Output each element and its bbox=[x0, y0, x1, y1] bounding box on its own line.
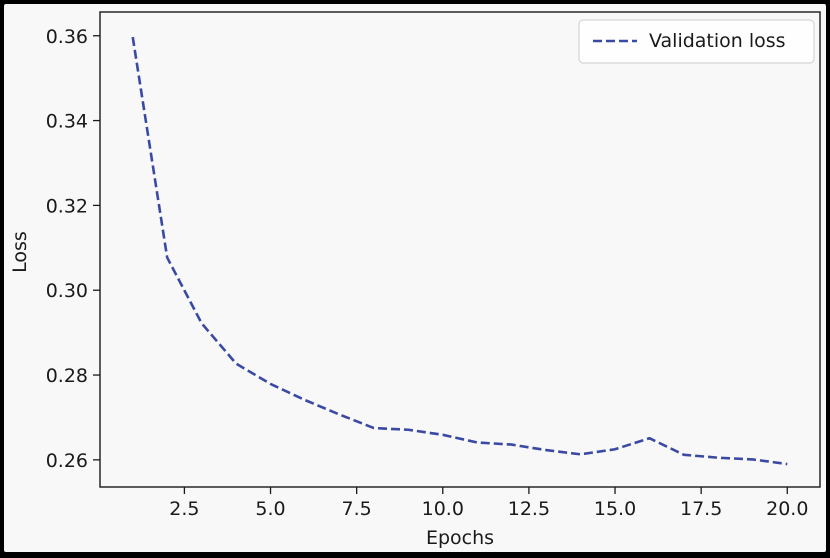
legend: Validation loss bbox=[578, 19, 815, 64]
x-tick-label: 12.5 bbox=[508, 498, 550, 520]
chart-figure: 2.5 5.0 7.5 10.0 12.5 15.0 17.5 20.0 0.26 0.28 0.… bbox=[4, 4, 826, 552]
line-chart: 2.5 5.0 7.5 10.0 12.5 15.0 17.5 20.0 0.260.280.… bbox=[9, 11, 821, 549]
x-tick-label: 20.0 bbox=[766, 498, 808, 520]
y-tick-label: 0.36 bbox=[46, 26, 88, 48]
plot-area bbox=[99, 11, 821, 488]
y-axis-label: Loss bbox=[9, 231, 31, 273]
x-tick-label: 5.0 bbox=[255, 498, 285, 520]
legend-box bbox=[578, 19, 815, 64]
x-tick-label: 2.5 bbox=[169, 498, 199, 520]
x-axis: 2.5 5.0 7.5 10.0 12.5 15.0 17.5 20.0 bbox=[169, 487, 808, 520]
y-tick-label: 0.26 bbox=[46, 450, 88, 472]
series-layer bbox=[131, 36, 788, 466]
x-tick-label: 10.0 bbox=[422, 498, 464, 520]
x-tick-label: 17.5 bbox=[680, 498, 722, 520]
y-tick-label: 0.32 bbox=[46, 195, 88, 217]
x-tick-label: 7.5 bbox=[342, 498, 372, 520]
series-line bbox=[131, 36, 788, 466]
y-tick-label: 0.28 bbox=[46, 365, 88, 387]
x-axis-label: Epochs bbox=[426, 527, 494, 549]
y-tick-label: 0.30 bbox=[46, 280, 88, 302]
y-tick-label: 0.34 bbox=[46, 111, 88, 133]
y-axis: 0.26 0.28 0.30 0.32 0.34 0.36 bbox=[46, 26, 100, 472]
legend-label: Validation loss bbox=[649, 30, 786, 52]
x-tick-label: 15.0 bbox=[594, 498, 636, 520]
